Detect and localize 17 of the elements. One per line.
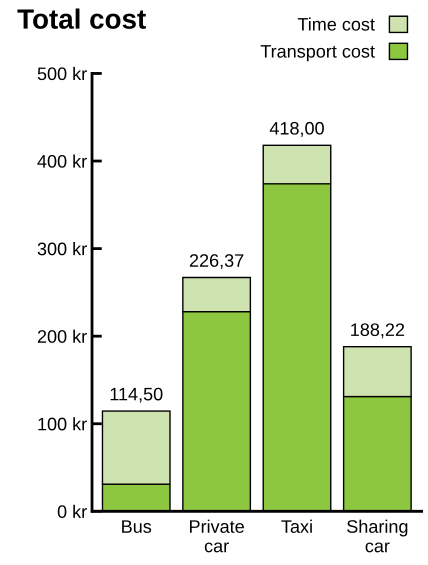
legend-label: Time cost (298, 17, 375, 31)
text: 114,50 (110, 388, 162, 403)
legend-label: Transport cost (260, 45, 375, 62)
y-tick-label: 100 kr (38, 417, 87, 430)
x-tick-label: Sharing car (347, 520, 408, 552)
text: 226,37 (190, 254, 244, 270)
chart-title: Total cost (17, 8, 146, 29)
y-tick-label: 300 kr (38, 242, 87, 256)
text: 418,00 (270, 122, 324, 137)
y-tick-label: 500 kr (38, 66, 87, 80)
text: 188,22 (351, 323, 404, 338)
x-tick-label: Taxi (281, 520, 312, 533)
x-tick-label: Bus (122, 520, 152, 533)
x-tick-label: Private car (190, 520, 244, 552)
y-tick-label: 400 kr (37, 154, 87, 168)
y-tick-label: 0 kr (58, 504, 87, 518)
y-tick-label: 200 kr (38, 330, 87, 343)
